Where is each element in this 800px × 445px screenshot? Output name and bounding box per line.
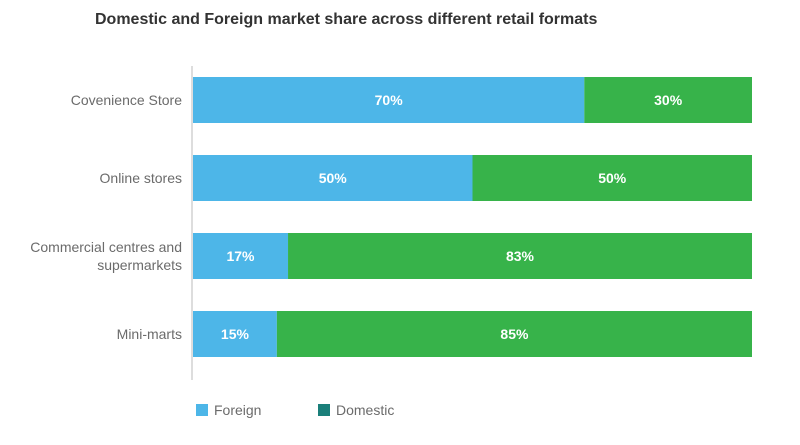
bar-value-label-domestic-2: 83% [506, 248, 535, 264]
bar-value-label-foreign-1: 50% [319, 170, 348, 186]
category-labels-group: Covenience Store Online stores Commercial … [30, 92, 182, 342]
category-label-2-line-0: Commercial centres and [30, 239, 182, 255]
bar-domestic-2 [288, 233, 752, 279]
bar-value-label-domestic-3: 85% [500, 326, 529, 342]
bar-value-label-foreign-2: 17% [226, 248, 255, 264]
bar-domestic-1 [472, 155, 752, 201]
bar-domestic-0 [584, 77, 752, 123]
legend-swatch-domestic [318, 404, 330, 416]
chart-title: Domestic and Foreign market share across… [95, 11, 597, 28]
bar-domestic-3 [276, 311, 752, 357]
bar-foreign-2 [193, 233, 289, 279]
bars-group: 70% 30% 50% 50% 17% 83% 15% 85% [193, 77, 752, 357]
bar-foreign-3 [193, 311, 277, 357]
category-label-1: Online stores [100, 170, 182, 186]
bar-value-label-domestic-0: 30% [654, 92, 683, 108]
category-label-3: Mini-marts [117, 326, 182, 342]
bar-foreign-0 [193, 77, 585, 123]
legend-swatch-foreign [196, 404, 208, 416]
bar-foreign-1 [193, 155, 473, 201]
bar-value-label-foreign-3: 15% [221, 326, 250, 342]
legend-label-foreign: Foreign [214, 402, 261, 418]
bar-value-label-foreign-0: 70% [375, 92, 404, 108]
category-label-2-line-1: supermarkets [97, 257, 182, 273]
category-label-0: Covenience Store [71, 92, 183, 108]
legend: Foreign Domestic [196, 402, 394, 418]
bar-value-label-domestic-1: 50% [598, 170, 627, 186]
legend-label-domestic: Domestic [336, 402, 394, 418]
